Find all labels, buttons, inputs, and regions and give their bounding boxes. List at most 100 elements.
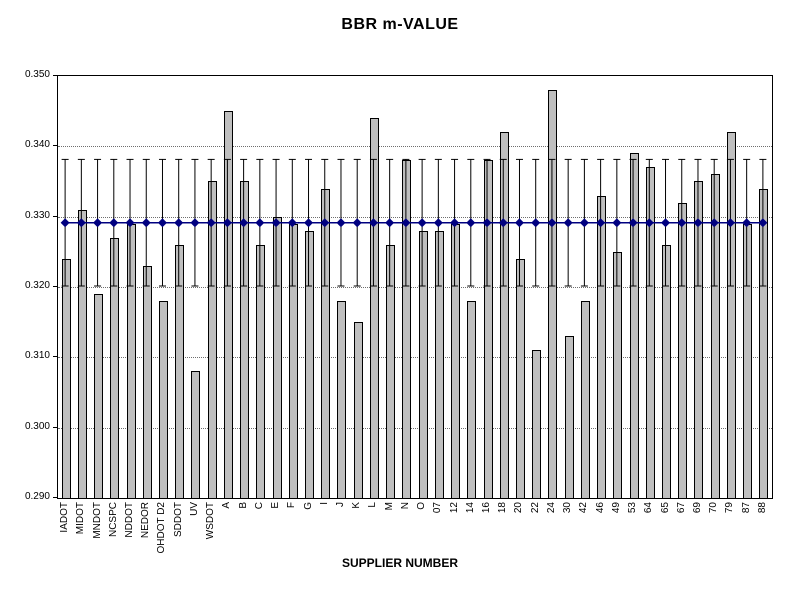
- x-axis-tick-label: 22: [529, 502, 541, 514]
- x-axis-tick-label: C: [253, 502, 265, 510]
- y-axis-tick-label: 0.290: [24, 491, 50, 502]
- bar-SDDOT: [175, 245, 184, 498]
- x-axis-tick-label: 65: [659, 502, 671, 514]
- y-axis-tick-label: 0.340: [24, 139, 50, 151]
- bar-67: [678, 203, 687, 498]
- gridline: [58, 216, 772, 218]
- bar-22: [532, 350, 541, 498]
- bar-42: [581, 301, 590, 498]
- x-axis-tick-label: SDDOT: [172, 502, 184, 537]
- x-axis-tick-label: 12: [448, 502, 460, 514]
- x-axis-title: SUPPLIER NUMBER: [341, 556, 458, 570]
- x-axis-tick-label: UV: [188, 502, 200, 516]
- gridline: [58, 427, 772, 429]
- bar-MIDOT: [78, 210, 87, 498]
- x-axis-tick-label: 79: [724, 502, 736, 514]
- y-axis-tick: [53, 145, 57, 147]
- x-axis-tick-label: 87: [740, 502, 752, 514]
- gridline: [58, 287, 772, 288]
- y-axis-tick: [53, 356, 57, 358]
- bar-J: [337, 301, 346, 498]
- bar-12: [451, 224, 460, 498]
- bar-70: [711, 174, 720, 498]
- bar-F: [289, 224, 298, 498]
- x-axis-tick-label: 42: [578, 502, 590, 514]
- x-axis-tick-label: O: [416, 502, 428, 510]
- x-axis-tick-label: M: [383, 502, 395, 511]
- y-axis-tick-label: 0.300: [24, 420, 50, 432]
- bar-65: [662, 245, 671, 498]
- gridline: [58, 146, 772, 148]
- x-axis-tick-label: F: [286, 502, 298, 509]
- bar-49: [613, 252, 622, 498]
- x-axis-tick-label: 20: [513, 502, 525, 514]
- bar-A: [224, 111, 233, 498]
- y-axis-tick-label: 0.330: [24, 209, 50, 221]
- x-axis-tick-label: L: [367, 502, 379, 508]
- x-axis-tick-label: A: [221, 502, 233, 509]
- bar-E: [273, 217, 282, 498]
- x-axis-tick-label: 18: [497, 502, 509, 514]
- bar-B: [240, 181, 249, 498]
- bar-64: [646, 167, 655, 498]
- gridline: [58, 357, 772, 359]
- bar-NEDOR: [143, 266, 152, 498]
- bar-20: [516, 259, 525, 498]
- bar-46: [597, 196, 606, 498]
- y-axis-tick: [53, 426, 57, 428]
- bar-69: [694, 181, 703, 498]
- bar-UV: [191, 371, 200, 498]
- x-axis-tick-label: 88: [756, 502, 768, 514]
- x-axis-tick-label: 46: [594, 502, 606, 514]
- x-axis-tick-label: NCSPC: [107, 502, 119, 538]
- bar-79: [727, 132, 736, 498]
- x-axis-tick-label: IADOT: [59, 502, 71, 533]
- bar-30: [565, 336, 574, 498]
- bar-G: [305, 231, 314, 498]
- x-axis-tick-label: NDDOT: [124, 502, 136, 538]
- x-axis-tick-label: 70: [708, 502, 720, 514]
- bar-88: [759, 189, 768, 498]
- x-axis-tick-label: 49: [610, 502, 622, 514]
- x-axis-tick-label: 64: [643, 502, 655, 514]
- x-axis-tick-label: WSDOT: [205, 502, 217, 540]
- bar-16: [484, 160, 493, 498]
- x-axis-tick-label: G: [302, 502, 314, 510]
- x-axis-tick-label: 07: [432, 502, 444, 514]
- x-axis-tick-label: 30: [562, 502, 574, 514]
- bar-07: [435, 231, 444, 498]
- x-axis-tick-label: 16: [481, 502, 493, 514]
- y-axis-tick-label: 0.320: [24, 280, 50, 291]
- x-axis-tick-label: NEDOR: [140, 502, 152, 539]
- x-axis-tick-label: OHDOT D2: [156, 502, 168, 554]
- bar-IADOT: [62, 259, 71, 498]
- bar-MNDOT: [94, 294, 103, 498]
- x-axis-tick-label: 67: [675, 502, 687, 514]
- x-axis-tick-label: 24: [545, 502, 557, 514]
- bar-NDDOT: [127, 224, 136, 498]
- bar-K: [354, 322, 363, 498]
- bar-L: [370, 118, 379, 498]
- x-axis-tick-label: 14: [464, 502, 476, 514]
- bar-18: [500, 132, 509, 498]
- bar-53: [630, 153, 639, 498]
- y-axis-tick: [53, 286, 57, 287]
- bar-N: [402, 160, 411, 498]
- bar-87: [743, 224, 752, 498]
- y-axis-tick-label: 0.310: [24, 350, 50, 362]
- x-axis-tick-label: K: [351, 502, 363, 509]
- x-axis-tick-label: B: [237, 502, 249, 509]
- x-axis-tick-label: J: [334, 502, 346, 507]
- x-axis-tick-label: MIDOT: [75, 502, 87, 535]
- bar-OHDOT D2: [159, 301, 168, 498]
- chart-title: BBR m-VALUE: [341, 16, 459, 33]
- y-axis-tick-label: 0.350: [24, 69, 50, 80]
- bar-M: [386, 245, 395, 498]
- x-axis-tick-label: MNDOT: [91, 502, 103, 539]
- bar-WSDOT: [208, 181, 217, 498]
- bar-NCSPC: [110, 238, 119, 498]
- x-axis-tick-label: 69: [691, 502, 703, 514]
- y-axis-tick: [53, 215, 57, 217]
- bar-24: [548, 90, 557, 498]
